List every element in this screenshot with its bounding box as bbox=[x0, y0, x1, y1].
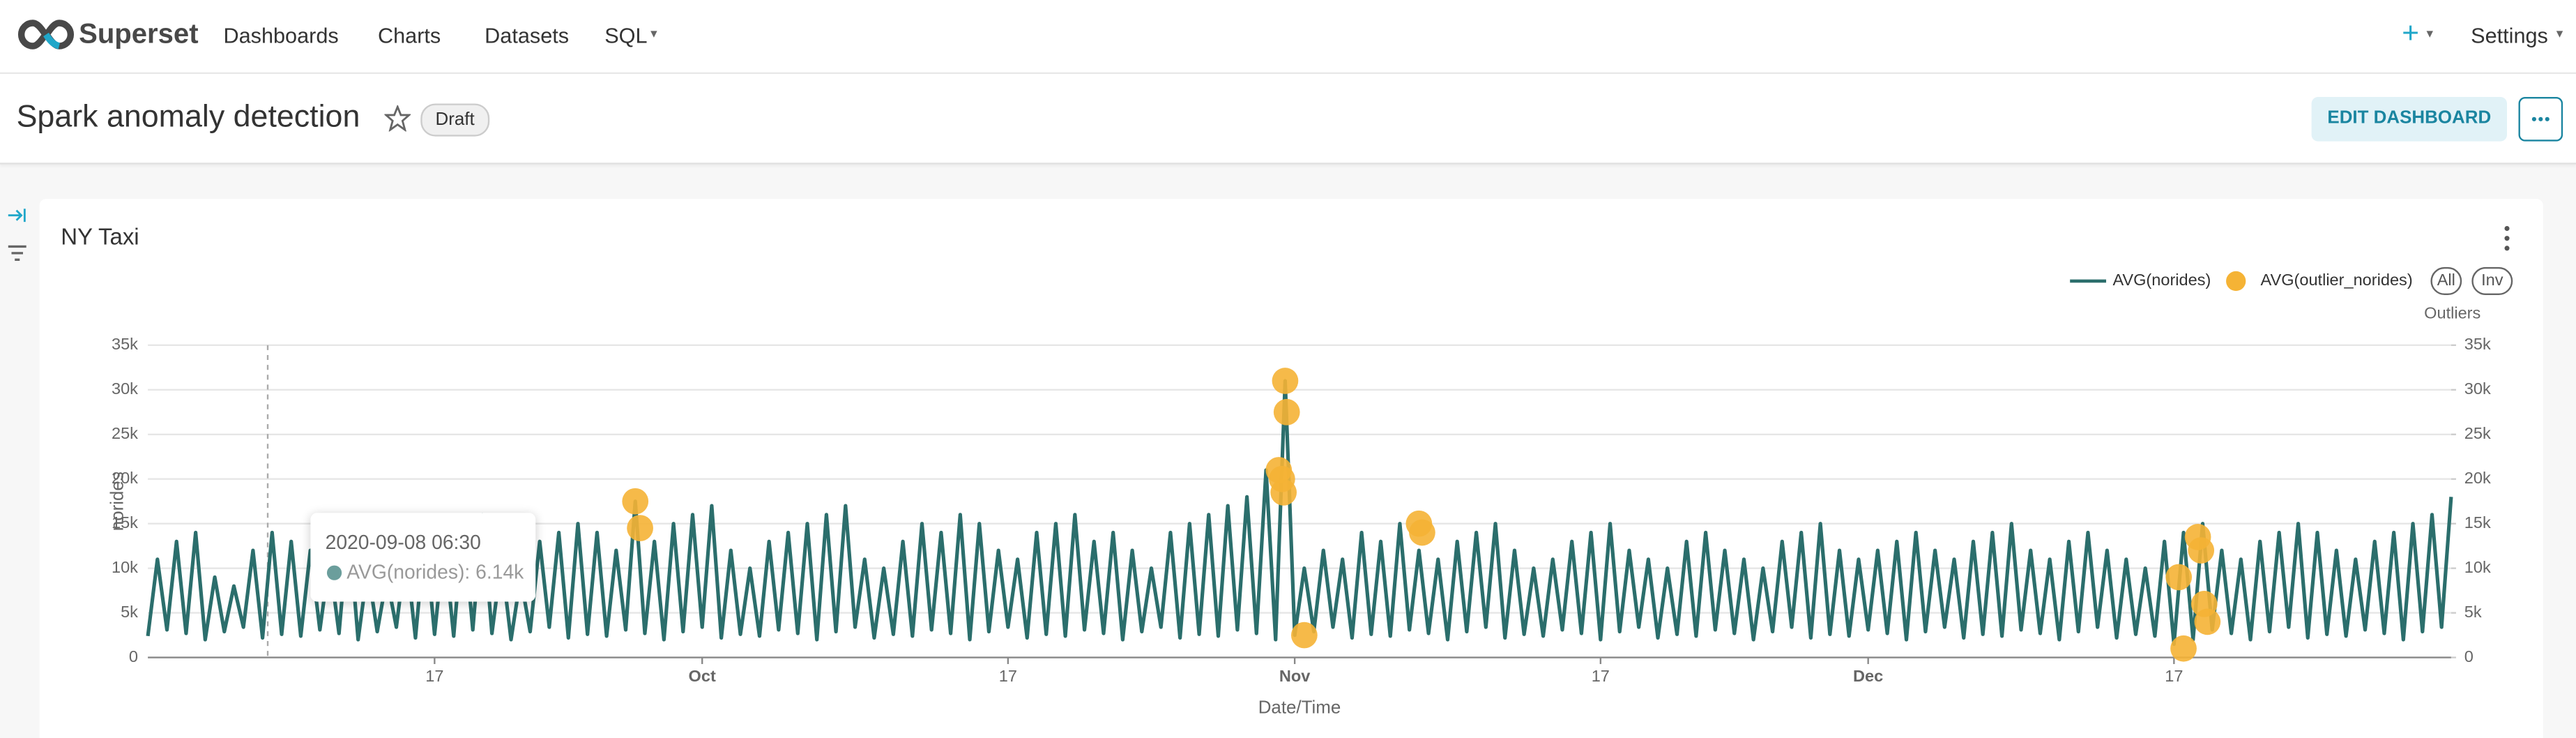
more-button[interactable] bbox=[2518, 97, 2563, 142]
series-line bbox=[146, 379, 2453, 646]
legend-toggle[interactable]: Inv bbox=[2471, 266, 2513, 295]
y2-tick-label: 5k bbox=[2464, 603, 2482, 621]
x-tick-label: Oct bbox=[689, 667, 716, 685]
legend-toggle[interactable]: All bbox=[2430, 266, 2462, 295]
dropdown-caret: ▾ bbox=[2426, 26, 2434, 41]
menu-item[interactable]: Datasets bbox=[485, 22, 570, 48]
outlier-point bbox=[1272, 368, 1299, 394]
x-axis-title: Date/Time bbox=[1258, 698, 1341, 717]
legend-toggle-box bbox=[2430, 266, 2462, 295]
tooltip: 2020-09-08 06:30 AVG(norides): 6.14k bbox=[310, 513, 536, 602]
sidebar-icons[interactable] bbox=[6, 204, 29, 269]
x-tick-label: Nov bbox=[1279, 667, 1310, 685]
tooltip-text: AVG(norides): 6.14k bbox=[346, 560, 524, 584]
y-tick-label: 25k bbox=[112, 424, 138, 442]
legend-toggle-label: Inv bbox=[2481, 271, 2503, 289]
outlier-point bbox=[627, 515, 653, 541]
y-tick-label: 30k bbox=[112, 379, 138, 398]
y2-tick-label: 30k bbox=[2464, 379, 2491, 398]
new-button[interactable]: + bbox=[2402, 16, 2419, 50]
outlier-point bbox=[1290, 622, 1318, 649]
x-tick-label: 17 bbox=[2165, 667, 2183, 685]
outlier-point bbox=[2165, 564, 2193, 591]
outlier-point bbox=[2170, 635, 2197, 662]
outlier-point bbox=[2188, 537, 2215, 564]
navbar: Superset Dashboards Charts Datasets SQL … bbox=[0, 0, 2576, 75]
dropdown-caret: ▾ bbox=[2556, 26, 2563, 41]
status-tag[interactable]: Draft bbox=[420, 103, 489, 137]
y2-axis-title: Outliers bbox=[2424, 303, 2480, 322]
y-tick-label: 15k bbox=[112, 513, 138, 532]
y2-tick-label: 0 bbox=[2464, 647, 2474, 665]
legend-dot bbox=[2226, 271, 2246, 292]
outlier-point bbox=[1409, 519, 1435, 546]
legend-label: AVG(norides) bbox=[2112, 271, 2211, 289]
menu-item[interactable]: Charts bbox=[377, 22, 441, 48]
x-tick-label: 17 bbox=[999, 667, 1017, 685]
settings-menu[interactable]: Settings bbox=[2471, 22, 2548, 48]
y2-tick-label: 20k bbox=[2464, 469, 2491, 487]
menu-item[interactable]: Dashboards bbox=[223, 22, 339, 48]
outlier-point bbox=[2194, 608, 2221, 635]
y-tick-label: 0 bbox=[129, 647, 138, 665]
edit-button[interactable]: EDIT DASHBOARD bbox=[2311, 97, 2508, 142]
outlier-point bbox=[1270, 479, 1297, 506]
y2-tick-label: 10k bbox=[2464, 558, 2491, 576]
y-tick-label: 5k bbox=[121, 603, 138, 621]
tooltip-title: 2020-09-08 06:30 bbox=[325, 531, 481, 555]
tooltip-dot bbox=[326, 565, 342, 580]
outlier-point bbox=[1273, 398, 1300, 426]
x-tick-label: 17 bbox=[425, 667, 443, 685]
y-tick-label: 10k bbox=[112, 558, 138, 576]
y-tick-label: 35k bbox=[112, 335, 138, 353]
legend-toggle-label: All bbox=[2437, 271, 2455, 289]
x-tick-label: Dec bbox=[1853, 667, 1883, 685]
x-tick-label: 17 bbox=[1592, 667, 1610, 685]
chart-title: NY Taxi bbox=[61, 223, 139, 249]
more-icon bbox=[2531, 116, 2550, 121]
favorite-star[interactable] bbox=[384, 105, 411, 132]
dashboard-title[interactable]: Spark anomaly detection bbox=[16, 100, 360, 135]
y2-tick-label: 15k bbox=[2464, 513, 2491, 532]
dropdown-caret: ▾ bbox=[650, 26, 657, 41]
y-axis-title: norides bbox=[108, 472, 128, 531]
logo bbox=[17, 20, 75, 50]
dashboard-header: Spark anomaly detection Draft EDIT DASHB… bbox=[0, 74, 2576, 165]
legend-toggle-box bbox=[2471, 266, 2513, 295]
brand[interactable]: Superset bbox=[79, 17, 199, 50]
menu-item[interactable]: SQL bbox=[604, 22, 648, 48]
outlier-point bbox=[622, 488, 649, 515]
y2-tick-label: 25k bbox=[2464, 424, 2491, 442]
y2-tick-label: 35k bbox=[2464, 335, 2491, 353]
y-tick-label: 20k bbox=[112, 469, 138, 487]
legend-label: AVG(outlier_norides) bbox=[2261, 271, 2413, 289]
chart-menu[interactable] bbox=[2504, 226, 2510, 251]
